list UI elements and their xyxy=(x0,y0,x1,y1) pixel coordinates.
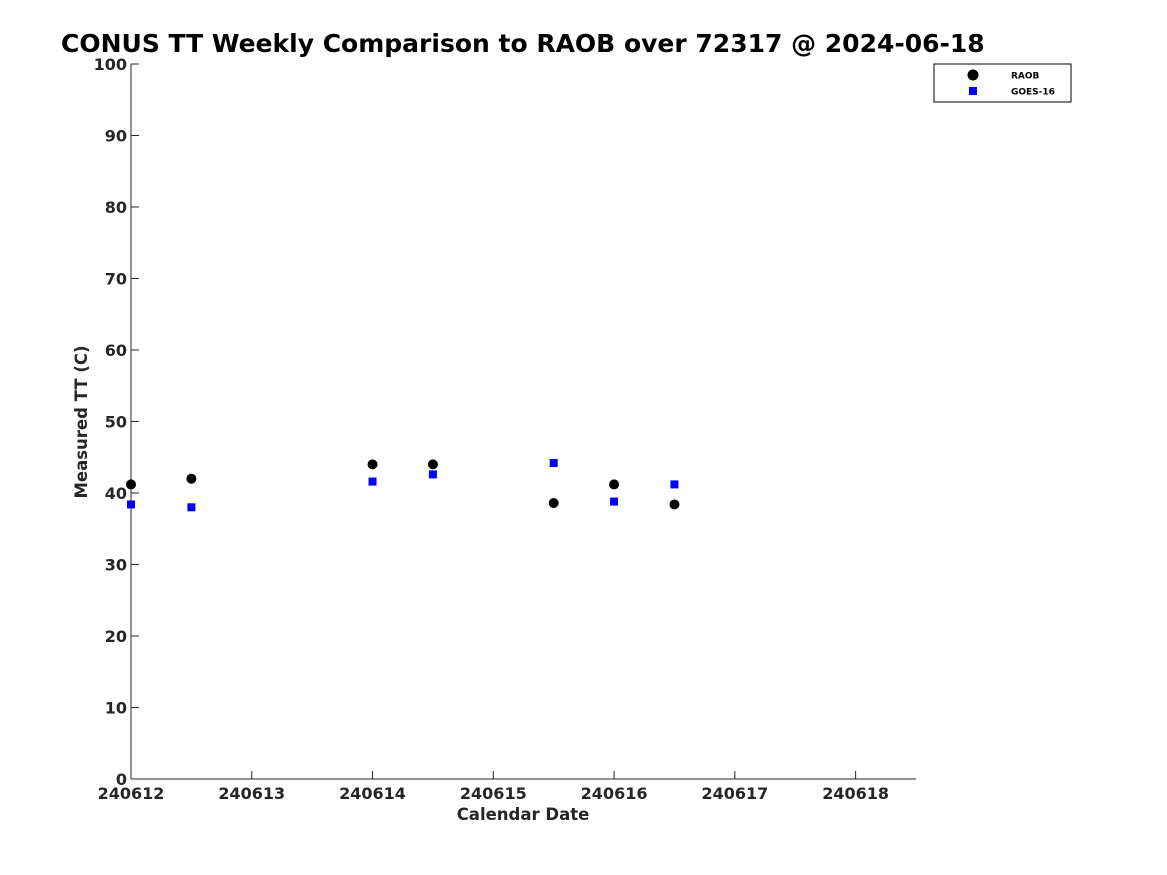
goes-16-point xyxy=(549,458,558,467)
y-tick-label: 60 xyxy=(105,341,127,360)
x-tick-label: 240613 xyxy=(218,784,285,803)
x-tick-label: 240616 xyxy=(581,784,648,803)
goes-16-point xyxy=(610,497,619,506)
axes xyxy=(130,64,916,780)
x-ticks: 240612 240613 240614 240615 240616 240617 2406… xyxy=(98,771,889,803)
raob-point xyxy=(186,473,197,484)
legend-raob-label: RAOB xyxy=(1011,72,1040,82)
y-tick-label: 100 xyxy=(94,55,127,74)
legend-box xyxy=(933,63,1072,103)
x-tick-label: 240617 xyxy=(701,784,768,803)
y-tick-label: 20 xyxy=(105,627,127,646)
y-tick-label: 10 xyxy=(105,699,127,718)
raob-point xyxy=(548,498,559,509)
y-tick-label: 90 xyxy=(105,127,127,146)
goes-16-point xyxy=(368,477,377,486)
y-tick-label: 70 xyxy=(105,270,127,289)
x-tick-label: 240618 xyxy=(822,784,889,803)
legend-raob-marker xyxy=(967,69,979,81)
goes-16-point xyxy=(187,503,196,512)
y-tick-label: 50 xyxy=(105,413,127,432)
y-tick-label: 0 xyxy=(116,770,127,789)
goes-16-point xyxy=(428,470,437,479)
data-points xyxy=(126,458,680,512)
y-axis-label: Measured TT (C) xyxy=(72,345,91,498)
x-tick-label: 240615 xyxy=(460,784,527,803)
x-tick-label: 240612 xyxy=(98,784,165,803)
raob-point xyxy=(367,459,378,470)
raob-point xyxy=(126,479,136,490)
y-tick-label: 40 xyxy=(105,484,127,503)
x-tick-label: 240614 xyxy=(339,784,406,803)
legend: RAOB GOES-16 xyxy=(933,63,1072,103)
chart-title: CONUS TT Weekly Comparison to RAOB over … xyxy=(61,29,985,58)
raob-point xyxy=(669,499,680,510)
legend-goes-marker xyxy=(969,87,977,95)
y-tick-label: 30 xyxy=(105,556,127,575)
goes-16-point xyxy=(127,500,135,509)
y-tick-label: 80 xyxy=(105,198,127,217)
goes-16-point xyxy=(670,480,679,489)
raob-point xyxy=(427,459,438,470)
legend-goes-label: GOES-16 xyxy=(1011,88,1055,98)
raob-point xyxy=(609,479,620,490)
x-axis-label: Calendar Date xyxy=(457,805,590,824)
y-ticks: 0 10 20 30 40 50 60 70 80 90 100 xyxy=(94,55,139,789)
